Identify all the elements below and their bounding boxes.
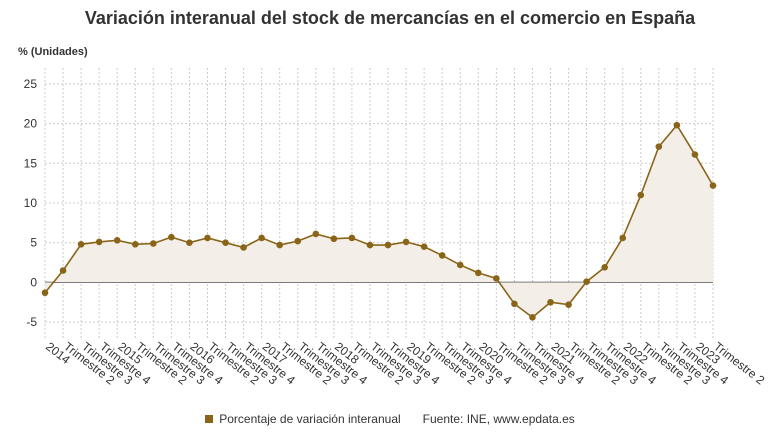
data-point: [150, 240, 157, 247]
data-point: [294, 237, 302, 245]
data-point: [709, 182, 717, 189]
legend-swatch: [205, 415, 214, 423]
data-point: [511, 300, 518, 308]
area-path: [45, 125, 713, 318]
data-point: [637, 191, 645, 199]
data-point: [113, 237, 121, 244]
data-point: [168, 233, 175, 241]
data-point: [601, 264, 608, 271]
grid: [44, 68, 714, 338]
y-tick-label: -5: [26, 315, 37, 329]
data-point: [420, 243, 428, 250]
data-point: [402, 238, 410, 246]
data-point: [258, 234, 265, 242]
data-point: [366, 241, 374, 249]
y-tick-label: 0: [30, 275, 37, 289]
data-point: [493, 275, 500, 282]
data-point: [348, 234, 356, 242]
data-point: [456, 261, 464, 269]
data-point: [619, 234, 627, 242]
y-axis-title: % (Unidades): [18, 46, 88, 58]
y-tick-label: 5: [30, 236, 37, 250]
data-point: [41, 289, 49, 297]
data-point: [77, 240, 85, 248]
data-point: [565, 301, 572, 308]
data-point: [547, 298, 554, 306]
data-point: [438, 252, 446, 259]
series-polyline: [44, 123, 714, 319]
data-points: [41, 121, 717, 321]
data-point: [384, 241, 392, 249]
area-fill: [45, 125, 713, 318]
data-point: [691, 151, 699, 158]
y-axis: -5 0 5 10 15 20 25: [24, 77, 38, 329]
y-tick-label: 25: [24, 77, 38, 91]
y-tick-label: 10: [24, 196, 38, 210]
data-point: [330, 235, 338, 243]
series-line: [44, 123, 714, 319]
data-point: [583, 278, 590, 285]
data-point: [529, 314, 536, 321]
data-point: [655, 143, 663, 150]
data-point: [131, 240, 139, 248]
data-point: [186, 239, 193, 247]
chart-title: Variación interanual del stock de mercan…: [84, 8, 696, 28]
data-point: [312, 230, 320, 238]
data-point: [204, 234, 211, 242]
data-point: [222, 239, 229, 247]
y-tick-label: 15: [24, 156, 38, 170]
data-point: [474, 269, 482, 277]
data-point: [240, 244, 247, 251]
y-tick-label: 20: [24, 117, 38, 131]
legend-label: Porcentaje de variación interanual: [219, 412, 401, 426]
data-point: [276, 241, 284, 249]
data-point: [95, 238, 103, 246]
source-note: Fuente: INE, www.epdata.es: [422, 412, 575, 426]
data-point: [59, 267, 67, 274]
legend: Porcentaje de variación interanual Fuente…: [0, 412, 780, 426]
data-point: [673, 121, 681, 129]
